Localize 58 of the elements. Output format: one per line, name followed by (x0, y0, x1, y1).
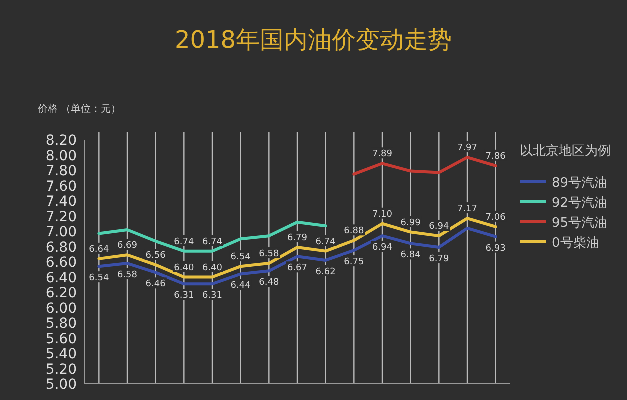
y-tick-label: 5.40 (46, 346, 77, 362)
data-label: 6.79 (287, 234, 308, 244)
y-tick-label: 7.40 (46, 194, 77, 210)
data-label: 6.67 (287, 264, 308, 274)
data-label: 6.94 (372, 243, 393, 254)
data-label: 6.58 (259, 250, 280, 260)
data-label: 6.74 (174, 237, 194, 248)
legend-label: 95号汽油 (552, 216, 608, 231)
data-label: 6.74 (316, 237, 336, 248)
y-tick-label: 5.60 (46, 331, 77, 348)
data-label: 6.99 (400, 218, 422, 228)
y-tick-label: 7.60 (46, 178, 77, 195)
data-label: 6.75 (344, 258, 364, 268)
y-tick-label: 6.40 (46, 270, 77, 286)
data-label: 7.06 (486, 212, 506, 223)
legend-label: 92号汽油 (552, 196, 608, 211)
y-tick-label: 5.20 (46, 362, 77, 378)
y-tick-label: 7.80 (46, 164, 77, 180)
data-label: 6.48 (259, 278, 280, 288)
data-label: 7.17 (457, 204, 478, 215)
data-label: 6.54 (230, 252, 252, 263)
data-label: 6.88 (344, 226, 364, 237)
data-label: 7.86 (486, 152, 506, 162)
data-label: 6.79 (429, 254, 450, 265)
y-tick-label: 6.80 (46, 240, 77, 256)
data-label: 6.58 (117, 270, 138, 281)
y-tick-label: 6.00 (46, 300, 77, 317)
y-tick-label: 8.00 (46, 148, 77, 164)
y-tick-label: 8.20 (46, 133, 77, 149)
y-tick-label: 7.20 (46, 209, 77, 226)
y-tick-label: 5.00 (46, 377, 77, 393)
chart-title: 2018年国内油价变动走势 (174, 26, 452, 54)
text: 以北京地区为例 (520, 144, 611, 159)
data-label: 6.64 (89, 244, 110, 255)
data-label: 6.84 (400, 250, 422, 261)
y-tick-label: 6.20 (46, 286, 77, 302)
data-label: 6.93 (486, 244, 506, 254)
data-label: 6.56 (146, 251, 166, 262)
data-label: 6.31 (174, 291, 194, 302)
y-tick-label: 7.00 (46, 224, 77, 240)
y-axis-title: 价格 （单位：元） (37, 103, 122, 115)
data-label: 7.89 (372, 150, 393, 160)
y-tick-label: 6.60 (46, 255, 77, 271)
data-label: 6.94 (429, 222, 450, 232)
data-label: 6.40 (202, 263, 223, 274)
data-label: 6.44 (230, 281, 252, 292)
data-label: 7.10 (372, 210, 393, 220)
data-label: 7.97 (457, 144, 478, 154)
data-label: 6.40 (174, 263, 194, 274)
legend-label: 0号柴油 (552, 236, 600, 251)
data-label: 6.31 (202, 291, 223, 302)
legend-label: 89号汽油 (552, 176, 608, 191)
data-label: 6.74 (202, 237, 223, 248)
data-label: 6.46 (146, 280, 166, 290)
data-label: 6.62 (316, 267, 336, 278)
data-label: 6.69 (117, 241, 138, 252)
y-tick-label: 5.80 (46, 316, 77, 332)
data-label: 6.54 (89, 274, 110, 284)
